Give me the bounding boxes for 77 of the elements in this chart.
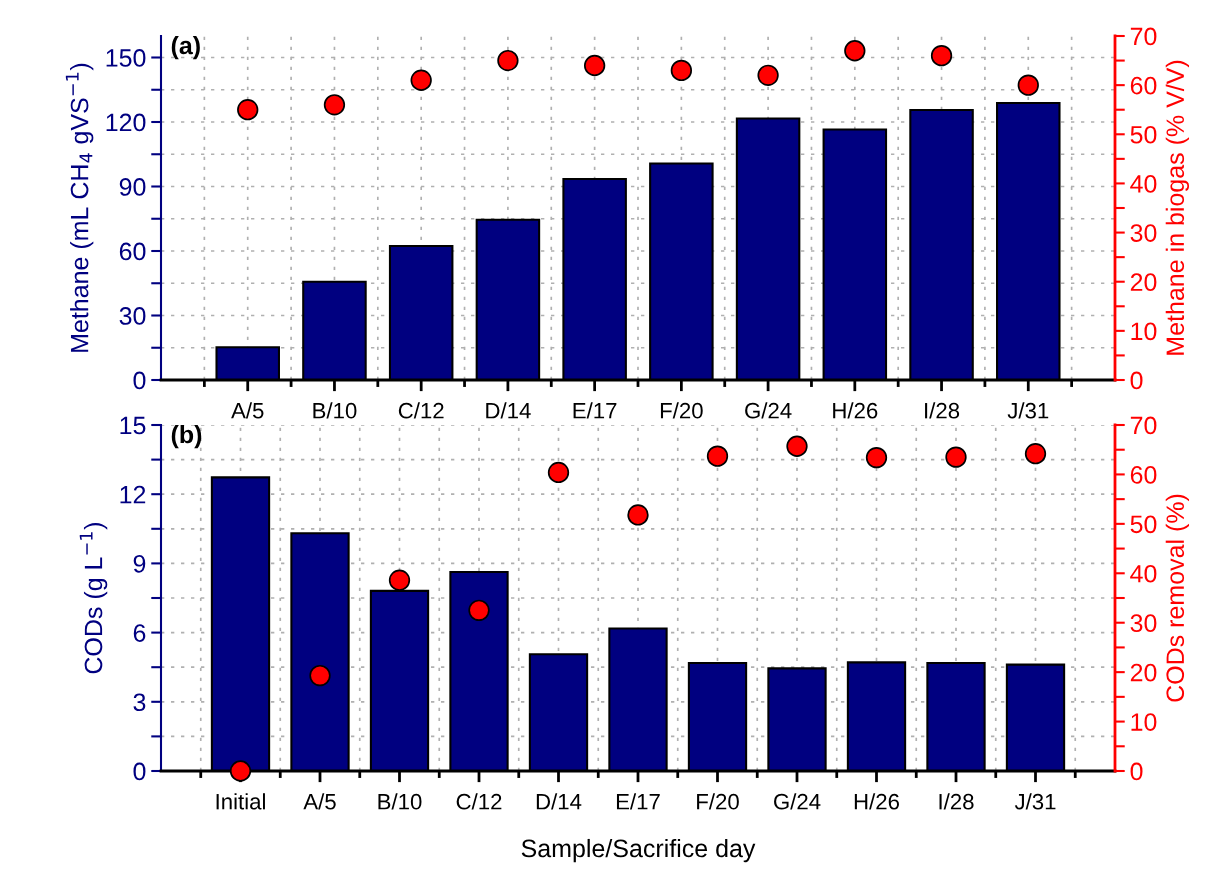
point — [844, 40, 866, 62]
y2-tick-label: 0 — [1130, 762, 1143, 781]
x-tick-label: F/20 — [660, 402, 703, 419]
point — [627, 504, 649, 526]
y-axis-title: CODs (g L$^{−1}$) — [79, 523, 108, 674]
y2-tick-label: 30 — [1130, 224, 1157, 242]
point — [1024, 443, 1047, 465]
y-tick-label: 3 — [133, 693, 146, 712]
y-tick-label: 30 — [119, 307, 146, 325]
y-tick-label: 0 — [133, 371, 146, 390]
point — [945, 446, 967, 468]
y2-tick-label: 50 — [1130, 125, 1157, 144]
point — [786, 435, 808, 457]
y-tick-label: 120 — [106, 113, 146, 132]
y-axis-title: Methane (mL CH$_{4}$ gVS$^{−1}$) — [65, 63, 94, 352]
y2-tick-label: 70 — [1130, 416, 1157, 435]
y-tick-label: 0 — [133, 762, 146, 781]
x-tick-label: D/14 — [536, 793, 582, 810]
y2-axis-title: CODs removal (%) — [1165, 494, 1190, 702]
point — [706, 445, 729, 467]
y-tick-label: 12 — [120, 485, 146, 504]
y-tick-label: 90 — [119, 178, 146, 196]
chart-title: (a) — [171, 36, 200, 60]
chart-title: (b) — [171, 425, 202, 449]
x-tick-label: Initial — [216, 793, 265, 810]
y2-tick-label: 20 — [1130, 273, 1157, 292]
x-axis-title: Sample/Sacrifice day — [521, 838, 756, 863]
point — [237, 99, 259, 121]
x-tick-label: E/17 — [573, 402, 617, 419]
y2-axis-title: Methane in biogas (% V/V) — [1165, 60, 1190, 355]
x-tick-label: I/28 — [925, 402, 960, 419]
point — [583, 54, 606, 77]
x-tick-label: H/26 — [854, 793, 899, 810]
y2-tick-label: 0 — [1130, 371, 1143, 390]
point — [309, 664, 331, 687]
point — [757, 64, 779, 86]
y-tick-label: 150 — [106, 49, 146, 67]
x-tick-label: J/31 — [1014, 793, 1056, 810]
x-tick-label: G/24 — [774, 793, 821, 810]
y2-tick-label: 60 — [1130, 466, 1157, 484]
point — [497, 49, 519, 72]
y2-tick-label: 10 — [1131, 713, 1157, 731]
y-tick-label: 60 — [119, 242, 146, 261]
x-tick-label: H/26 — [833, 402, 878, 419]
x-tick-label: F/20 — [697, 793, 739, 810]
y2-tick-label: 50 — [1130, 515, 1157, 534]
x-tick-label: B/10 — [313, 402, 357, 419]
point — [468, 599, 490, 622]
point — [410, 69, 432, 91]
point — [547, 461, 570, 484]
point — [323, 94, 346, 116]
y2-tick-label: 20 — [1130, 663, 1157, 682]
point — [670, 59, 693, 82]
x-tick-label: D/14 — [486, 402, 531, 419]
x-tick-label: G/24 — [745, 402, 792, 419]
x-tick-label: A/5 — [303, 793, 336, 810]
y2-tick-label: 70 — [1130, 27, 1157, 46]
x-tick-label: I/28 — [939, 793, 974, 810]
point — [865, 446, 888, 469]
point — [229, 760, 252, 782]
y2-tick-label: 60 — [1130, 76, 1157, 95]
y2-tick-label: 40 — [1130, 564, 1157, 583]
x-tick-label: J/31 — [1007, 402, 1049, 419]
y-tick-label: 6 — [133, 624, 146, 642]
x-tick-label: A/5 — [231, 402, 264, 419]
point — [1017, 74, 1039, 96]
point — [388, 569, 411, 591]
x-tick-label: E/17 — [616, 793, 660, 810]
x-tick-label: C/12 — [456, 793, 502, 810]
y2-tick-label: 40 — [1130, 175, 1157, 193]
x-tick-label: C/12 — [398, 402, 444, 419]
point — [930, 45, 953, 67]
x-tick-label: B/10 — [378, 793, 422, 810]
y2-tick-label: 30 — [1130, 614, 1157, 633]
y-tick-label: 15 — [120, 416, 146, 435]
y-tick-label: 9 — [133, 555, 146, 573]
y2-tick-label: 10 — [1131, 322, 1157, 341]
